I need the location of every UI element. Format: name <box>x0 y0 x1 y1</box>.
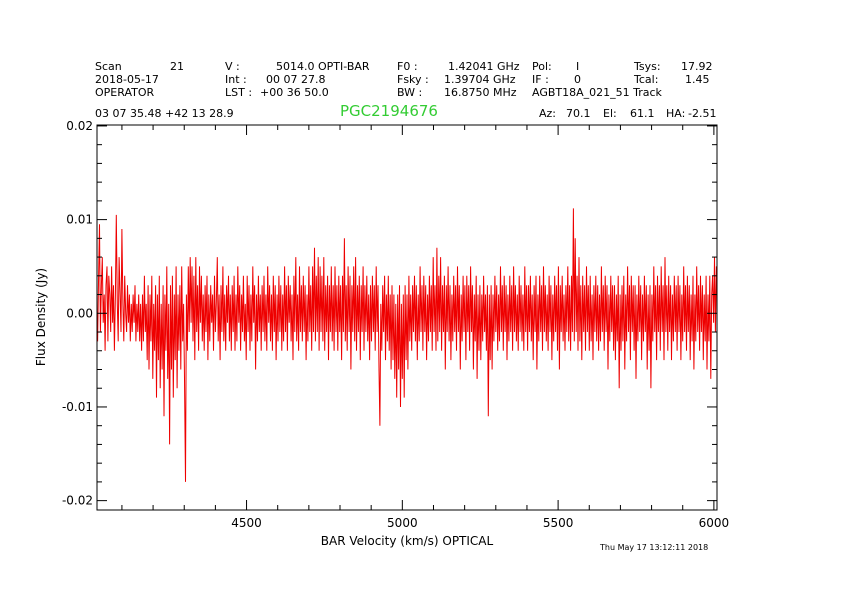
header-lst-label: LST : <box>225 86 253 99</box>
header-tcal-value: 1.45 <box>685 73 710 86</box>
timestamp: Thu May 17 13:12:11 2018 <box>600 543 709 552</box>
header-v-value: 5014.0 OPTI-BAR <box>276 60 370 73</box>
y-tick-label: -0.02 <box>62 494 93 508</box>
x-tick-label: 4500 <box>231 516 262 530</box>
y-tick-label: 0.00 <box>66 306 93 320</box>
series-line-0 <box>97 208 717 482</box>
header-bw-label: BW : <box>397 86 423 99</box>
source-name: PGC2194676 <box>340 102 438 120</box>
plot-frame <box>96 124 718 511</box>
header-if-label: IF : <box>532 73 549 86</box>
header-ha-label: HA: <box>666 107 686 120</box>
header-bw-value: 16.8750 MHz <box>444 86 517 99</box>
x-tick-label: 5000 <box>387 516 418 530</box>
header-tcal-label: Tcal: <box>634 73 659 86</box>
header-int-value: 00 07 27.8 <box>266 73 326 86</box>
header-az-label: Az: <box>539 107 557 120</box>
header-el-label: El: <box>603 107 617 120</box>
header-date: 2018-05-17 <box>95 73 159 86</box>
y-tick-label: -0.01 <box>62 400 93 414</box>
y-axis-title: Flux Density (Jy) <box>34 268 48 366</box>
header-scan-label: Scan <box>95 60 122 73</box>
header-lst-value: +00 36 50.0 <box>260 86 329 99</box>
x-tick-label: 6000 <box>699 516 730 530</box>
header-el-value: 61.1 <box>630 107 655 120</box>
x-tick-label: 5500 <box>543 516 574 530</box>
header-int-label: Int : <box>225 73 247 86</box>
header-tsys-value: 17.92 <box>681 60 713 73</box>
header-v-label: V : <box>225 60 240 73</box>
header-observer: OPERATOR <box>95 86 155 99</box>
header-f0-value: 1.42041 GHz <box>448 60 520 73</box>
header-scan-value: 21 <box>170 60 184 73</box>
header-if-value: 0 <box>574 73 581 86</box>
header-ha-value: -2.51 <box>688 107 717 120</box>
header-tsys-label: Tsys: <box>634 60 661 73</box>
header-pol-label: Pol: <box>532 60 552 73</box>
header-az-value: 70.1 <box>566 107 591 120</box>
y-tick-label: 0.02 <box>66 119 93 133</box>
header-coords: 03 07 35.48 +42 13 28.9 <box>95 107 234 120</box>
header-fsky-label: Fsky : <box>397 73 429 86</box>
header-fsky-value: 1.39704 GHz <box>444 73 516 86</box>
y-tick-label: 0.01 <box>66 213 93 227</box>
header-pol-value: I <box>576 60 580 73</box>
x-axis-title: BAR Velocity (km/s) OPTICAL <box>321 534 494 548</box>
header-project: AGBT18A_021_51 Track <box>532 86 662 99</box>
header-f0-label: F0 : <box>397 60 418 73</box>
